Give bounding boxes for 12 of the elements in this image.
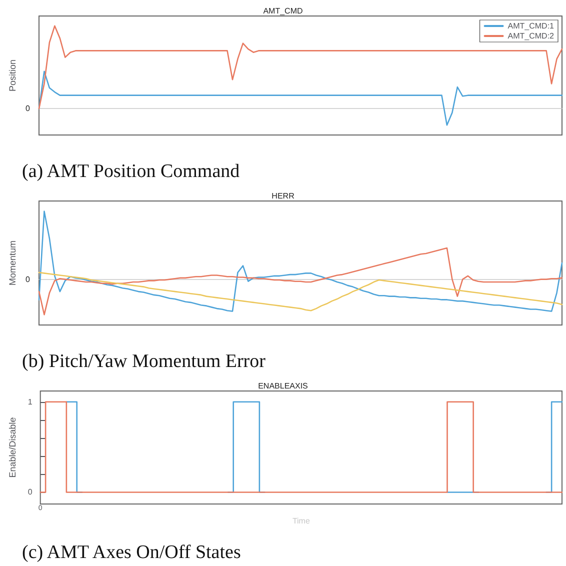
chart-title: ENABLEAXIS — [258, 382, 308, 390]
text: (c) AMT Axes On/Off States — [22, 542, 241, 563]
chart-title: HERR — [272, 192, 295, 200]
text: (b) Pitch/Yaw Momentum Error — [22, 351, 266, 372]
text: (a) AMT Position Command — [22, 161, 240, 182]
y-axis-title: Enable/Disable — [8, 417, 18, 478]
chart-title: AMT_CMD — [263, 6, 303, 16]
y-axis-title: Position — [8, 59, 18, 92]
y-tick-label: 1 — [28, 397, 33, 406]
legend-label: AMT_CMD:2 — [508, 32, 555, 40]
y-axis-title: Momentum — [8, 240, 18, 286]
legend-label: AMT_CMD:1 — [508, 22, 555, 30]
